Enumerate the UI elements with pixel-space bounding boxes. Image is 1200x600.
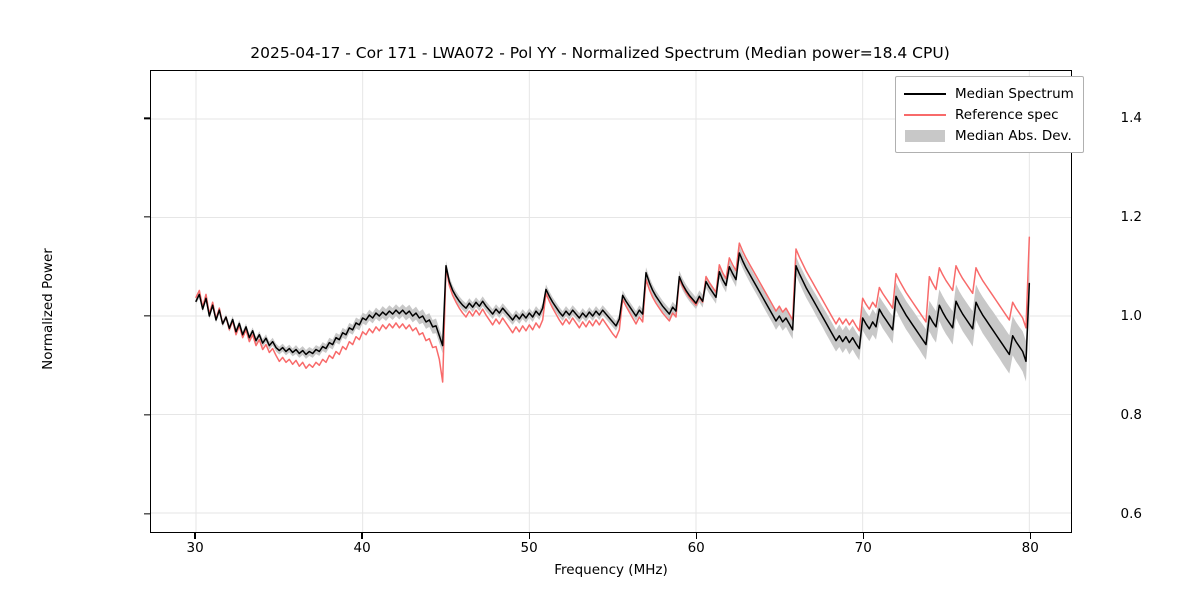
legend-line-icon — [904, 87, 946, 101]
legend-line-icon — [904, 108, 946, 122]
y-tick-label: 1.0 — [1120, 308, 1142, 325]
legend: Median Spectrum Reference spec Median Abs.… — [895, 76, 1084, 153]
legend-key-mark — [904, 92, 946, 95]
legend-label: Reference spec — [955, 106, 1059, 123]
y-tick-mark — [144, 414, 150, 416]
y-axis-label: Normalized Power — [40, 248, 56, 370]
spectrum-plot — [151, 71, 1071, 532]
legend-label: Median Abs. Dev. — [955, 127, 1072, 144]
legend-item[interactable]: Reference spec — [904, 104, 1074, 125]
x-tick-mark — [361, 533, 363, 539]
x-tick-label: 80 — [1021, 540, 1039, 556]
legend-label: Median Spectrum — [955, 85, 1074, 102]
x-tick-label: 40 — [353, 540, 371, 556]
x-tick-label: 70 — [854, 540, 872, 556]
x-tick-mark — [1029, 533, 1031, 539]
y-tick-mark — [144, 117, 150, 119]
x-tick-mark — [695, 533, 697, 539]
x-tick-label: 30 — [186, 540, 204, 556]
page-title: 2025-04-17 - Cor 171 - LWA072 - Pol YY -… — [250, 44, 950, 62]
y-tick-mark — [144, 513, 150, 515]
y-tick-label: 1.4 — [1120, 110, 1142, 127]
mad-band-area — [196, 245, 1030, 382]
x-axis-label: Frequency (MHz) — [554, 562, 668, 578]
x-tick-label: 60 — [687, 540, 705, 556]
x-tick-mark — [528, 533, 530, 539]
y-axis: Normalized Power — [0, 0, 150, 600]
x-tick-label: 50 — [520, 540, 538, 556]
legend-swatch-icon — [904, 129, 946, 143]
y-tick-label: 1.2 — [1120, 209, 1142, 226]
y-tick-mark — [144, 216, 150, 218]
legend-key-mark — [904, 113, 946, 116]
reference-spectrum-line — [195, 236, 1031, 383]
x-tick-mark — [862, 533, 864, 539]
y-tick-mark — [144, 315, 150, 317]
x-tick-mark — [194, 533, 196, 539]
legend-item[interactable]: Median Spectrum — [904, 83, 1074, 104]
legend-item[interactable]: Median Abs. Dev. — [904, 125, 1074, 146]
y-tick-label: 0.8 — [1120, 407, 1142, 424]
y-tick-label: 0.6 — [1120, 505, 1142, 522]
legend-key-mark — [905, 129, 945, 142]
median-spectrum-line — [195, 252, 1031, 363]
